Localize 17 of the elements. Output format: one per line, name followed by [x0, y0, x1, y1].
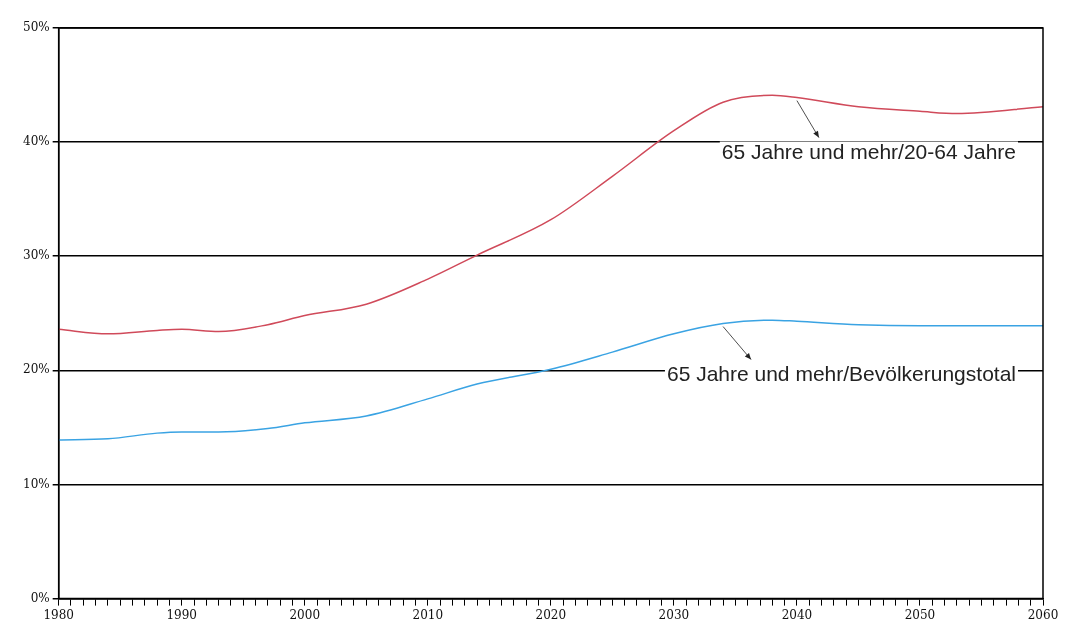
x-tick-label: 2000: [289, 607, 321, 622]
x-tick-label: 2030: [658, 607, 690, 622]
series-label: 65 Jahre und mehr/20-64 Jahre: [721, 140, 1016, 164]
x-tick-label: 1980: [43, 607, 74, 622]
series-label: 65 Jahre und mehr/Bevölkerungstotal: [666, 362, 1016, 386]
y-tick-label: 40%: [23, 134, 50, 149]
x-tick-label: 2060: [1027, 607, 1059, 622]
y-tick-label: 10%: [23, 476, 50, 491]
x-tick-label: 2040: [781, 607, 813, 622]
x-tick-label: 2020: [535, 607, 567, 622]
x-tick-label: 2050: [904, 607, 936, 622]
x-tick-label: 2010: [412, 607, 444, 622]
x-tick-label: 1990: [166, 607, 197, 622]
y-tick-label: 0%: [30, 590, 50, 605]
y-tick-label: 30%: [23, 248, 50, 263]
y-tick-label: 50%: [23, 20, 50, 35]
y-tick-label: 20%: [23, 362, 50, 377]
